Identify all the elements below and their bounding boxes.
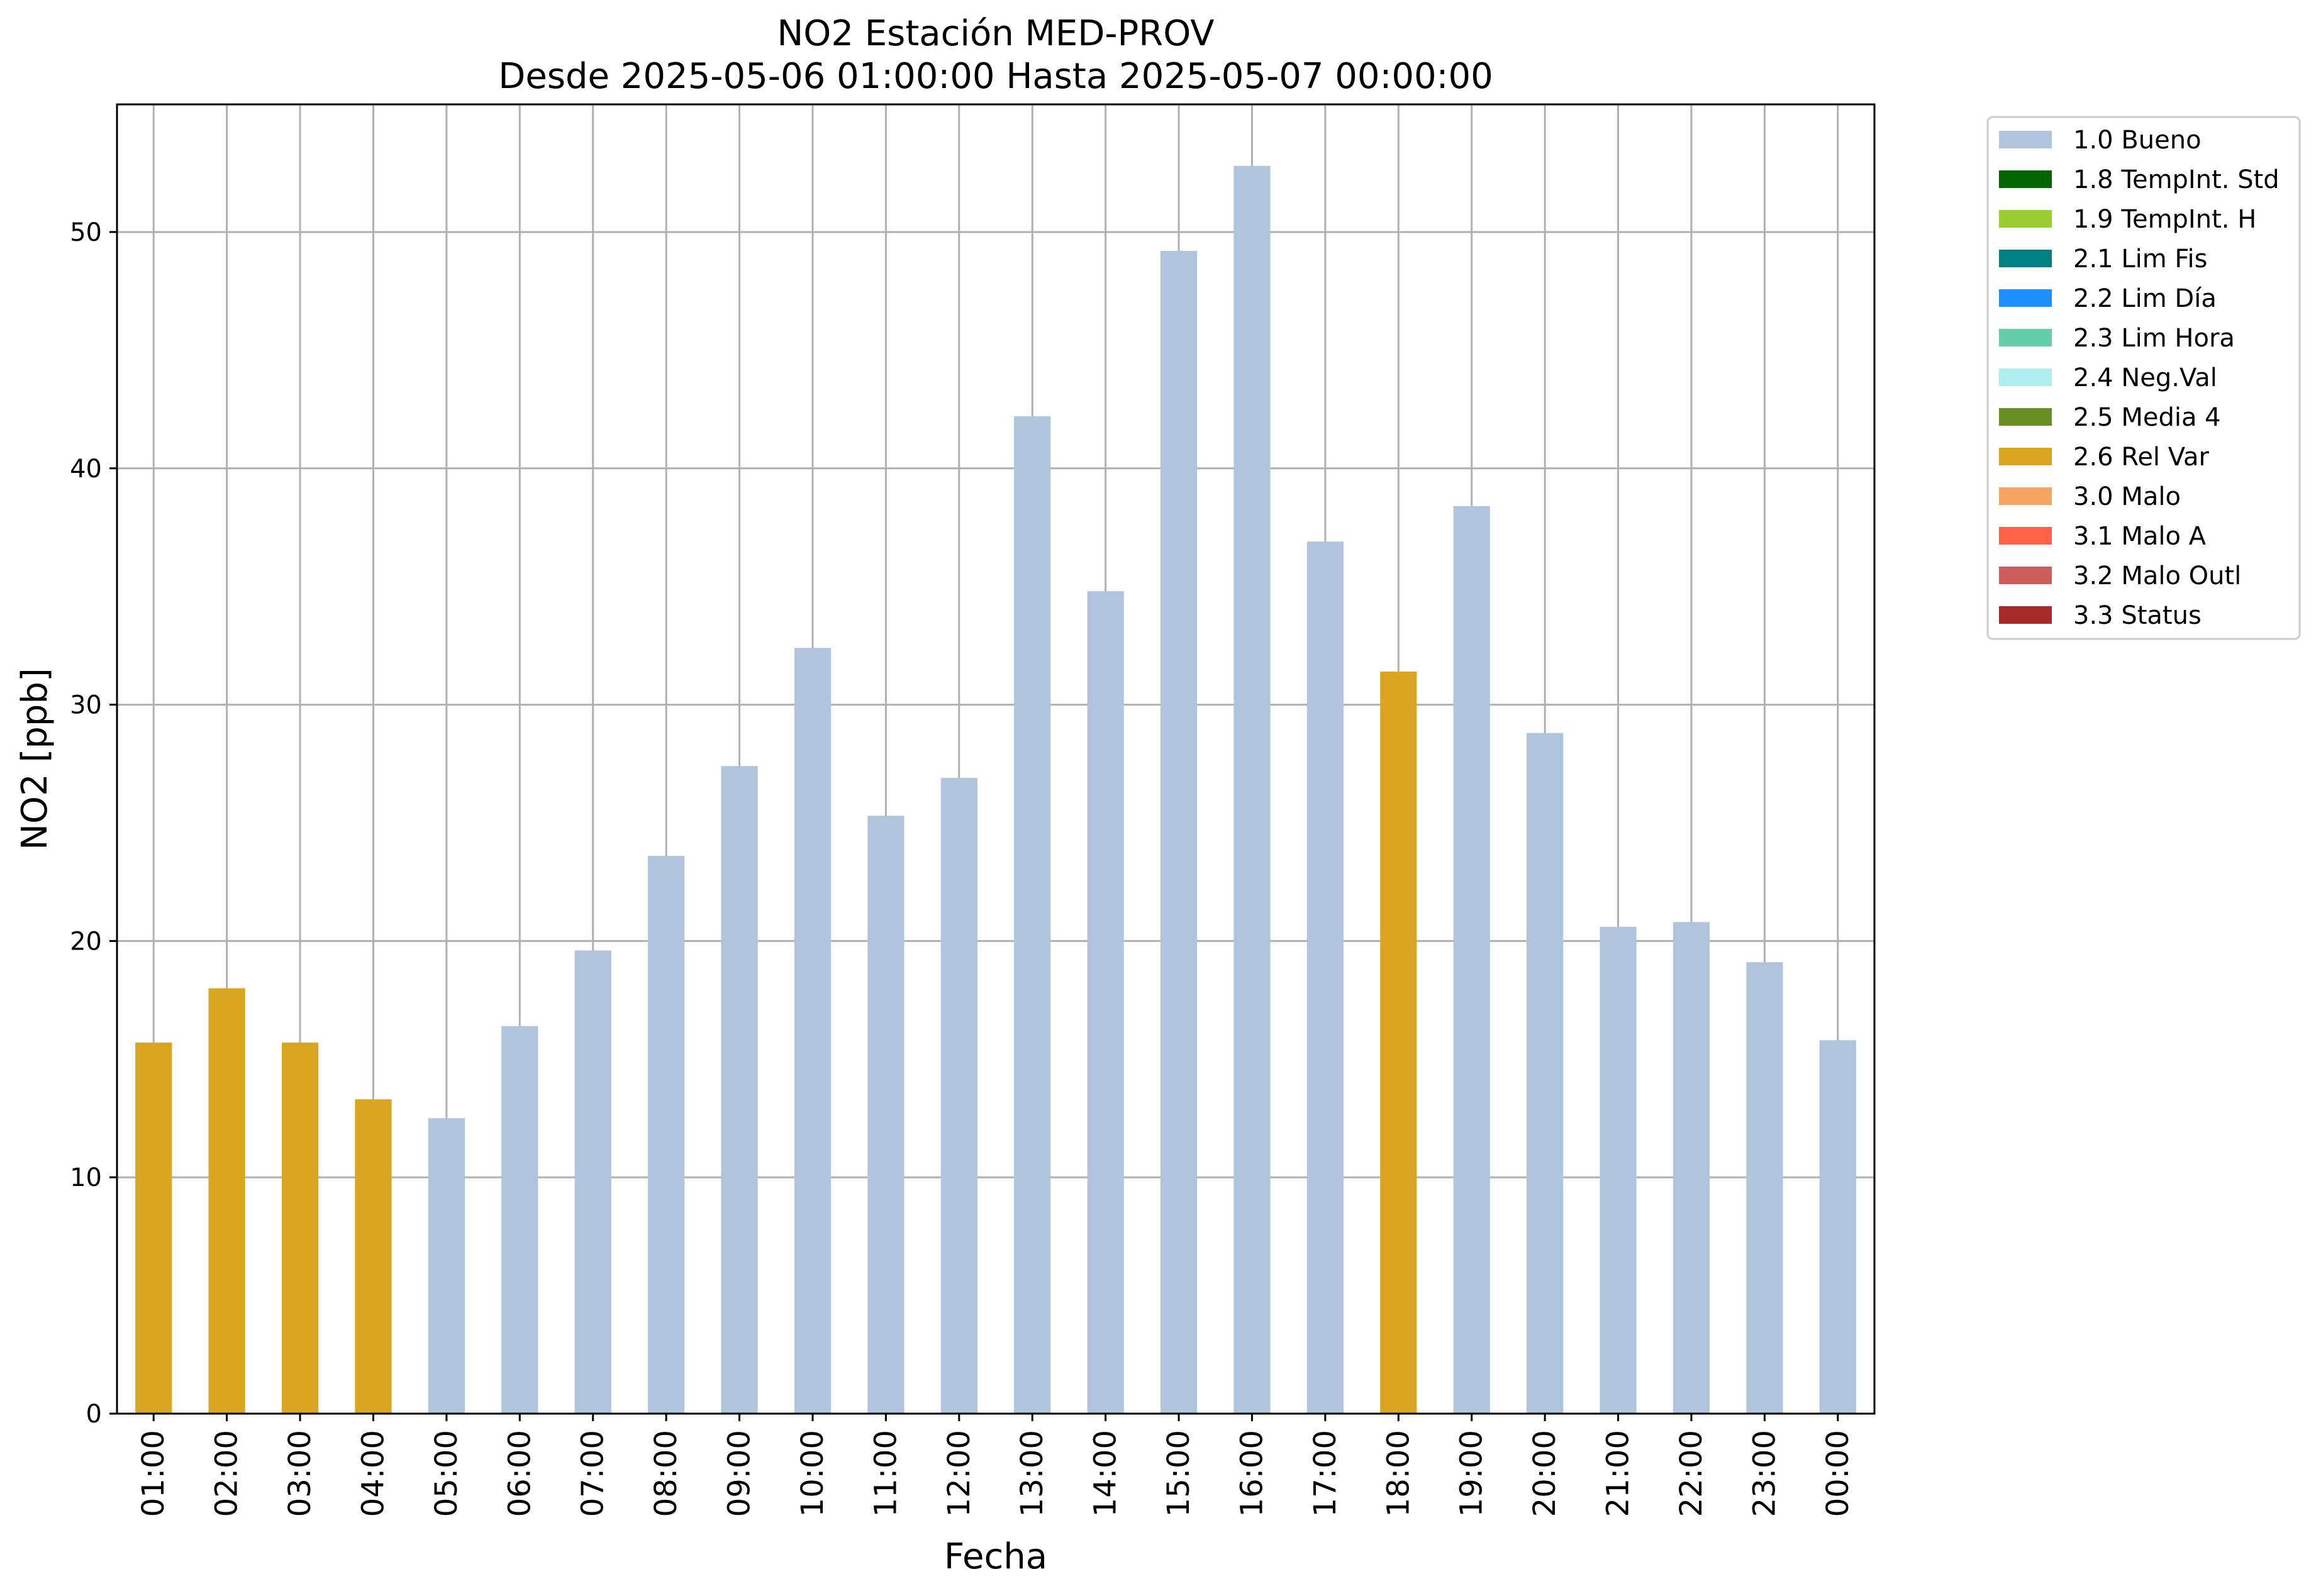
- legend-label: 2.1 Lim Fis: [2073, 245, 2207, 274]
- bar: [940, 778, 977, 1414]
- x-tick-label: 19:00: [1454, 1430, 1489, 1517]
- legend-swatch: [1999, 250, 2052, 267]
- x-tick-label: 03:00: [282, 1430, 318, 1517]
- legend-label: 1.9 TempInt. H: [2073, 205, 2256, 234]
- legend-swatch: [1999, 170, 2052, 188]
- legend-label: 2.6 Rel Var: [2073, 443, 2210, 472]
- bar: [574, 950, 611, 1414]
- legend-label: 2.2 Lim Día: [2073, 284, 2217, 313]
- bar: [1306, 541, 1344, 1414]
- x-tick-label: 18:00: [1381, 1430, 1416, 1517]
- bar: [1087, 591, 1124, 1414]
- legend-swatch: [1999, 289, 2052, 307]
- bar: [1673, 922, 1710, 1414]
- bar: [1527, 733, 1564, 1414]
- x-tick-label: 15:00: [1161, 1430, 1196, 1517]
- legend-swatch: [1999, 131, 2052, 148]
- x-tick-label: 16:00: [1234, 1430, 1269, 1517]
- bar: [867, 816, 905, 1414]
- bar: [135, 1042, 172, 1414]
- x-tick-label: 05:00: [429, 1430, 464, 1517]
- x-tick-label: 21:00: [1601, 1430, 1636, 1517]
- x-tick-label: 23:00: [1747, 1430, 1782, 1517]
- x-tick-label: 08:00: [649, 1430, 684, 1517]
- bar: [1380, 671, 1417, 1414]
- legend-swatch: [1999, 606, 2052, 624]
- x-tick-label: 06:00: [502, 1430, 537, 1517]
- legend-label: 3.1 Malo A: [2073, 522, 2207, 551]
- bar: [648, 856, 685, 1414]
- legend-swatch: [1999, 487, 2052, 505]
- bar: [1600, 926, 1637, 1414]
- bar: [1819, 1040, 1856, 1414]
- legend-label: 2.3 Lim Hora: [2073, 324, 2235, 353]
- x-tick-label: 17:00: [1308, 1430, 1343, 1517]
- legend-label: 1.0 Bueno: [2073, 126, 2202, 155]
- bar: [1233, 165, 1271, 1414]
- y-tick-label: 30: [70, 691, 102, 720]
- x-tick-label: 10:00: [795, 1430, 830, 1517]
- x-tick-label: 01:00: [136, 1430, 171, 1517]
- legend-swatch: [1999, 329, 2052, 346]
- bar: [501, 1026, 538, 1414]
- chart-subtitle: Desde 2025-05-06 01:00:00 Hasta 2025-05-…: [498, 56, 1493, 97]
- x-axis: 01:00 02:00 03:00 04:00 05:00 06:00 07:00 08:00…: [136, 1414, 1856, 1517]
- bar: [428, 1118, 465, 1414]
- legend-swatch: [1999, 527, 2052, 545]
- legend-label: 3.0 Malo: [2073, 482, 2181, 511]
- bar: [1160, 251, 1198, 1414]
- x-tick-label: 04:00: [355, 1430, 391, 1517]
- y-tick-label: 50: [70, 218, 102, 247]
- legend-swatch: [1999, 408, 2052, 426]
- bar: [208, 988, 245, 1414]
- bars: [135, 165, 1856, 1414]
- legend-label: 2.5 Media 4: [2073, 403, 2221, 432]
- x-tick-label: 20:00: [1527, 1430, 1562, 1517]
- plot-frame: [116, 103, 1876, 1415]
- x-axis-label: Fecha: [944, 1536, 1047, 1577]
- bar: [1453, 506, 1490, 1414]
- x-tick-label: 09:00: [722, 1430, 757, 1517]
- legend-label: 1.8 TempInt. Std: [2073, 165, 2280, 194]
- legend-swatch: [1999, 210, 2052, 228]
- legend-box: [1986, 116, 2301, 640]
- y-tick-label: 40: [70, 455, 102, 484]
- x-tick-label: 12:00: [942, 1430, 977, 1517]
- legend-swatch: [1999, 369, 2052, 386]
- chart-title: NO2 Estación MED-PROV: [777, 13, 1214, 54]
- x-tick-label: 02:00: [209, 1430, 245, 1517]
- x-tick-label: 13:00: [1015, 1430, 1050, 1517]
- legend-label: 3.3 Status: [2073, 601, 2202, 630]
- legend-label: 2.4 Neg.Val: [2073, 363, 2217, 392]
- x-tick-label: 07:00: [576, 1430, 611, 1517]
- legend-swatch: [1999, 448, 2052, 465]
- y-axis: 0 10 20 30 40 50: [70, 218, 117, 1429]
- legend-swatch: [1999, 567, 2052, 584]
- legend-label: 3.2 Malo Outl: [2073, 562, 2241, 590]
- legend: 1.0 Bueno 1.8 TempInt. Std 1.9 TempInt. H 2…: [1986, 116, 2301, 640]
- bar: [1014, 416, 1051, 1414]
- x-tick-label: 11:00: [868, 1430, 903, 1517]
- y-tick-label: 0: [86, 1400, 102, 1429]
- bar: [281, 1042, 319, 1414]
- x-tick-label: 14:00: [1088, 1430, 1123, 1517]
- y-tick-label: 10: [70, 1163, 102, 1192]
- x-tick-label: 22:00: [1674, 1430, 1709, 1517]
- y-axis-label: NO2 [ppb]: [14, 668, 55, 850]
- x-tick-label: 00:00: [1820, 1430, 1856, 1517]
- bar: [1746, 962, 1783, 1414]
- bar: [355, 1099, 392, 1414]
- y-tick-label: 20: [70, 927, 102, 956]
- bar: [794, 648, 832, 1414]
- bar: [721, 766, 758, 1414]
